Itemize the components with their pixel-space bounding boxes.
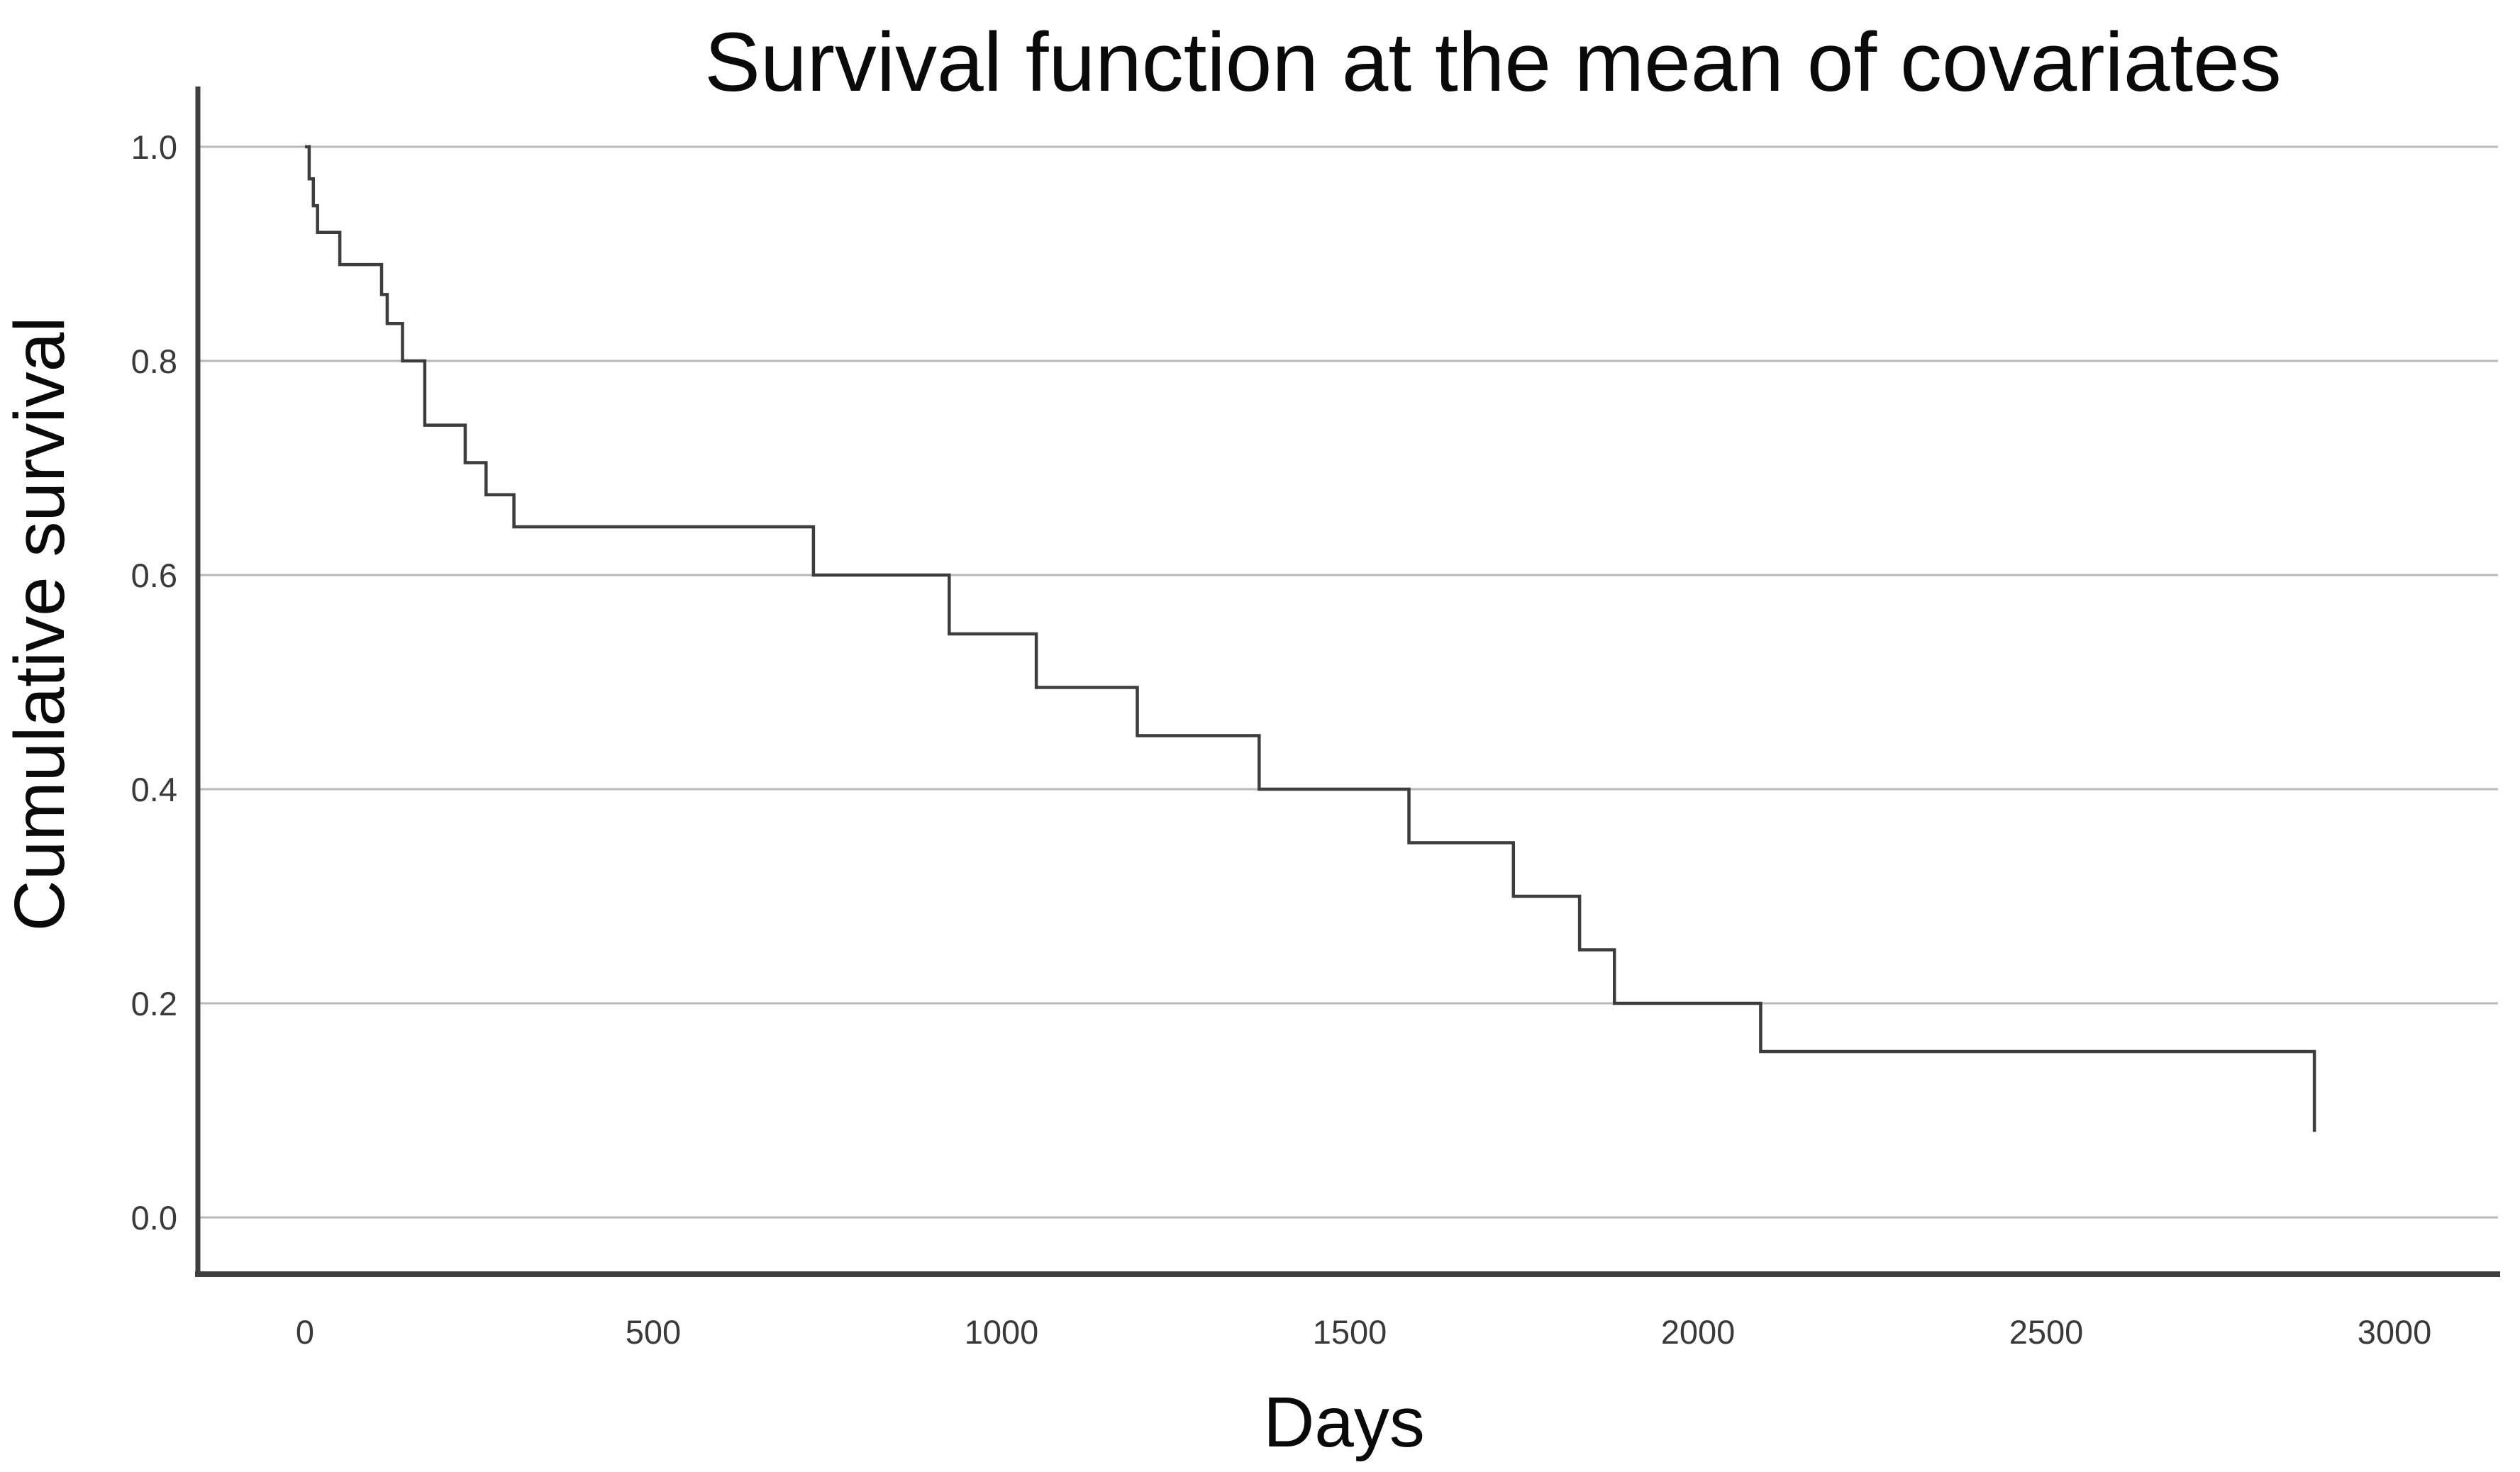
x-tick-label: 1500 xyxy=(1313,1313,1387,1351)
x-tick-label: 0 xyxy=(296,1313,314,1351)
chart-title: Survival function at the mean of covaria… xyxy=(704,16,2282,109)
y-tick-label: 1.0 xyxy=(131,128,177,166)
y-axis-title: Cumulative survival xyxy=(0,317,79,932)
x-tick-label: 3000 xyxy=(2358,1313,2432,1351)
y-tick-label: 0.6 xyxy=(131,557,177,594)
x-tick-label: 500 xyxy=(626,1313,681,1351)
x-axis-tick-labels: 0 500 1000 1500 2000 2500 3000 xyxy=(296,1313,2431,1351)
survival-curve xyxy=(305,145,2316,1132)
y-axis-tick-labels: 0.0 0.2 0.4 0.6 0.8 1.0 xyxy=(131,128,177,1237)
x-tick-label: 1000 xyxy=(965,1313,1039,1351)
y-tick-label: 0.0 xyxy=(131,1199,177,1237)
y-tick-label: 0.4 xyxy=(131,771,177,808)
y-tick-label: 0.2 xyxy=(131,985,177,1022)
x-tick-label: 2000 xyxy=(1661,1313,1736,1351)
y-tick-label: 0.8 xyxy=(131,342,177,380)
x-tick-label: 2500 xyxy=(2009,1313,2084,1351)
x-axis-title: Days xyxy=(1263,1383,1425,1462)
horizontal-gridlines xyxy=(198,145,2498,1219)
